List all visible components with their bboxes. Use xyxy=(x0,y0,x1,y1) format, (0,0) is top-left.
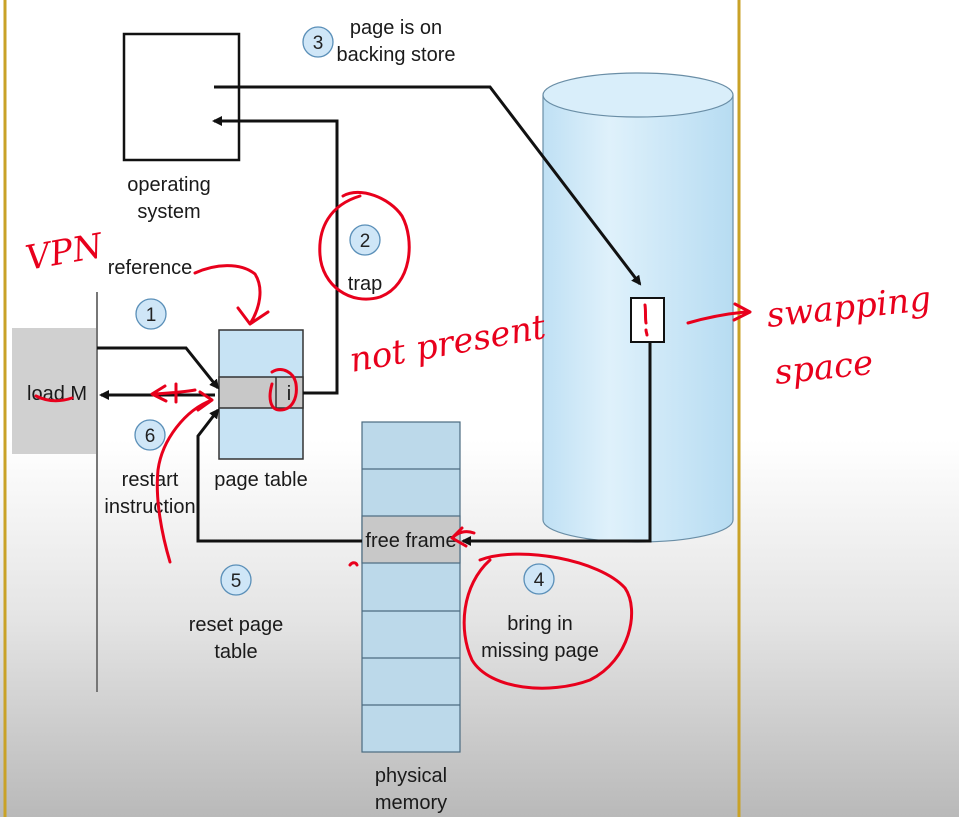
step-6: 6 xyxy=(134,419,166,451)
step-4-caption-line1: bring in xyxy=(507,613,573,635)
step-5: 5 xyxy=(220,564,252,596)
ink-dot xyxy=(348,561,359,567)
ink-annotations xyxy=(34,190,752,690)
step-6-number: 6 xyxy=(145,426,156,447)
ink-mark-disk-page xyxy=(643,303,649,337)
step-5-caption-line2: table xyxy=(214,641,257,663)
ink-underline-load xyxy=(34,394,74,403)
ink-arrow-free-frame xyxy=(450,526,476,548)
bring-in-page-arrow xyxy=(461,342,652,546)
step-2-number: 2 xyxy=(360,231,371,252)
step-2-caption: trap xyxy=(348,273,382,295)
os-box xyxy=(122,32,241,162)
valid-invalid-bit: i xyxy=(287,383,291,405)
physical-memory-label-line1: physical xyxy=(375,765,447,787)
process-block xyxy=(12,328,97,454)
step-5-caption-line1: reset page xyxy=(189,614,284,636)
step-3-caption-line1: page is on xyxy=(350,17,442,39)
ink-swapping-text: swapping xyxy=(765,279,933,336)
reset-page-table-arrow xyxy=(196,408,362,543)
step-3-caption-line2: backing store xyxy=(337,44,456,66)
step-3: 3 xyxy=(302,26,334,58)
ink-circle-bring-in xyxy=(462,552,633,690)
step-4: 4 xyxy=(523,563,555,595)
ink-circle-trap xyxy=(318,190,411,301)
step-5-number: 5 xyxy=(231,571,242,592)
ink-space-text: space xyxy=(773,343,875,393)
free-frame-label: free frame xyxy=(365,530,456,552)
backing-store-arrow xyxy=(214,85,642,286)
physical-memory xyxy=(361,421,461,753)
step-1-number: 1 xyxy=(146,305,157,326)
ink-curve-restart xyxy=(155,390,214,564)
os-label-line2: system xyxy=(137,201,200,223)
ink-not-present-text: not present xyxy=(347,307,549,381)
step-4-number: 4 xyxy=(534,570,545,591)
physical-memory-label-line2: memory xyxy=(375,792,447,814)
step-4-caption-line2: missing page xyxy=(481,640,599,662)
ink-circle-invalid-bit xyxy=(268,368,298,412)
page-table-entry xyxy=(218,376,304,409)
step-2: 2 xyxy=(349,224,381,256)
ink-arrow-reference xyxy=(193,264,270,326)
step-1: 1 xyxy=(135,298,167,330)
ink-arrow-restart xyxy=(150,382,197,404)
ink-vpn-text: VPN xyxy=(23,226,107,279)
trap-arrow xyxy=(212,116,339,395)
ink-arrow-swapping xyxy=(686,302,752,325)
os-label-line1: operating xyxy=(127,174,210,196)
page-table-label: page table xyxy=(214,469,307,491)
reference-arrow xyxy=(97,346,220,390)
step-6-caption-line2: instruction xyxy=(104,496,195,518)
step-3-number: 3 xyxy=(313,33,324,54)
step-6-caption-line1: restart xyxy=(122,469,179,491)
reference-label: reference xyxy=(108,257,193,279)
